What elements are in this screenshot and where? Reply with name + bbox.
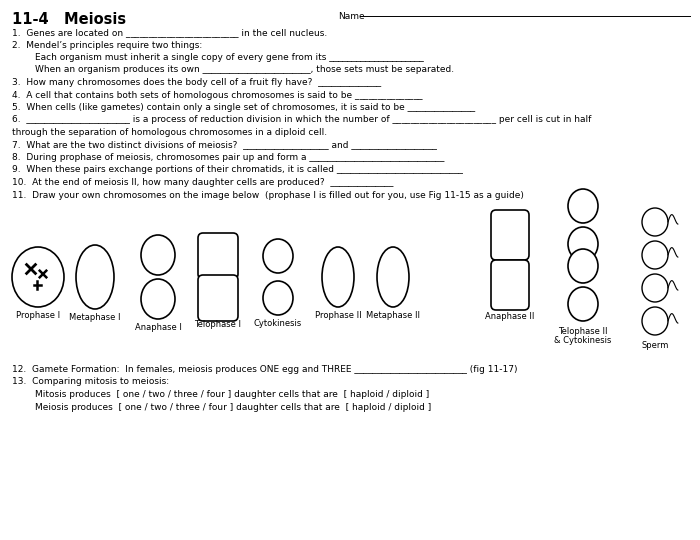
- Text: 7.  What are the two distinct divisions of meiosis?  ___________________ and ___: 7. What are the two distinct divisions o…: [12, 140, 437, 150]
- Text: Sperm: Sperm: [641, 341, 668, 350]
- Ellipse shape: [568, 287, 598, 321]
- Ellipse shape: [568, 189, 598, 223]
- Text: 4.  A cell that contains both sets of homologous chromosomes is said to be _____: 4. A cell that contains both sets of hom…: [12, 91, 423, 99]
- Text: 10.  At the end of meiosis II, how many daughter cells are produced?  __________: 10. At the end of meiosis II, how many d…: [12, 178, 393, 187]
- Text: Anaphase II: Anaphase II: [485, 312, 535, 321]
- Text: through the separation of homologous chromosomes in a diploid cell.: through the separation of homologous chr…: [12, 128, 327, 137]
- Text: 9.  When these pairs exchange portions of their chromatids, it is called _______: 9. When these pairs exchange portions of…: [12, 165, 463, 174]
- Ellipse shape: [263, 281, 293, 315]
- Ellipse shape: [642, 208, 668, 236]
- Ellipse shape: [642, 307, 668, 335]
- Ellipse shape: [141, 279, 175, 319]
- Ellipse shape: [568, 227, 598, 261]
- Ellipse shape: [76, 245, 114, 309]
- Text: Meiosis produces  [ one / two / three / four ] daughter cells that are  [ haploi: Meiosis produces [ one / two / three / f…: [12, 402, 431, 411]
- FancyBboxPatch shape: [198, 275, 238, 321]
- Ellipse shape: [642, 241, 668, 269]
- Ellipse shape: [377, 247, 409, 307]
- Text: Cytokinesis: Cytokinesis: [254, 319, 302, 328]
- Text: Metaphase II: Metaphase II: [366, 311, 420, 320]
- Text: Prophase I: Prophase I: [16, 311, 60, 320]
- Ellipse shape: [568, 249, 598, 283]
- Text: 13.  Comparing mitosis to meiosis:: 13. Comparing mitosis to meiosis:: [12, 377, 169, 387]
- Text: Metaphase I: Metaphase I: [69, 313, 120, 322]
- Ellipse shape: [642, 274, 668, 302]
- Text: 5.  When cells (like gametes) contain only a single set of chromosomes, it is sa: 5. When cells (like gametes) contain onl…: [12, 103, 475, 112]
- Text: Mitosis produces  [ one / two / three / four ] daughter cells that are  [ haploi: Mitosis produces [ one / two / three / f…: [12, 390, 429, 399]
- Text: Anaphase I: Anaphase I: [134, 323, 181, 332]
- Text: 12.  Gamete Formation:  In females, meiosis produces ONE egg and THREE _________: 12. Gamete Formation: In females, meiosi…: [12, 365, 517, 374]
- Ellipse shape: [12, 247, 64, 307]
- Text: 11.  Draw your own chromosomes on the image below  (prophase I is filled out for: 11. Draw your own chromosomes on the ima…: [12, 191, 524, 199]
- Ellipse shape: [141, 235, 175, 275]
- FancyBboxPatch shape: [491, 210, 529, 260]
- FancyBboxPatch shape: [491, 260, 529, 310]
- Text: 8.  During prophase of meiosis, chromosomes pair up and form a _________________: 8. During prophase of meiosis, chromosom…: [12, 153, 444, 162]
- Text: Telophase I: Telophase I: [195, 320, 242, 329]
- Text: 3.  How many chromosomes does the body cell of a fruit fly have?  ______________: 3. How many chromosomes does the body ce…: [12, 78, 381, 87]
- Text: & Cytokinesis: & Cytokinesis: [554, 336, 612, 345]
- Text: 1.  Genes are located on _________________________ in the cell nucleus.: 1. Genes are located on ________________…: [12, 28, 328, 37]
- Text: 6.  _______________________ is a process of reduction division in which the numb: 6. _______________________ is a process …: [12, 116, 592, 125]
- Ellipse shape: [322, 247, 354, 307]
- Text: Prophase II: Prophase II: [315, 311, 361, 320]
- Ellipse shape: [263, 239, 293, 273]
- Text: When an organism produces its own ________________________, those sets must be s: When an organism produces its own ______…: [12, 65, 454, 75]
- Text: 2.  Mendel’s principles require two things:: 2. Mendel’s principles require two thing…: [12, 40, 202, 50]
- Text: Telophase II: Telophase II: [559, 327, 608, 336]
- Text: Name: Name: [338, 12, 365, 21]
- Text: Each organism must inherit a single copy of every gene from its ________________: Each organism must inherit a single copy…: [12, 53, 423, 62]
- Text: 11-4   Meiosis: 11-4 Meiosis: [12, 12, 126, 27]
- FancyBboxPatch shape: [198, 233, 238, 279]
